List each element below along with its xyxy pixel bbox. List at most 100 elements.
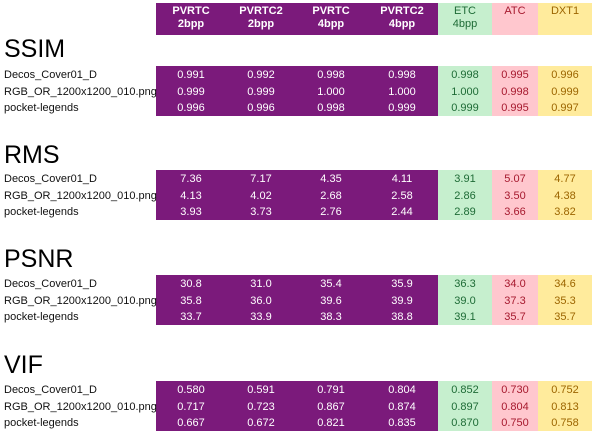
value-band <box>538 275 592 325</box>
column-header-line2: 4bpp <box>452 18 478 30</box>
value-band <box>438 66 492 116</box>
value-cell: 35.7 <box>554 311 576 323</box>
value-cell: 0.998 <box>388 69 416 81</box>
column-header: DXT1 <box>538 3 592 35</box>
row-label: Decos_Cover01_D <box>4 173 97 185</box>
value-band <box>538 170 592 220</box>
value-cell: 0.804 <box>388 384 416 396</box>
value-cell: 0.997 <box>551 102 579 114</box>
value-cell: 34.6 <box>554 278 576 290</box>
value-cell: 0.852 <box>451 384 479 396</box>
value-cell: 0.821 <box>317 417 345 429</box>
column-header: PVRTC 4bpp <box>296 3 366 35</box>
value-cell: 2.68 <box>320 189 342 202</box>
value-cell: 34.0 <box>504 278 526 290</box>
value-cell: 0.995 <box>501 102 529 114</box>
value-cell: 0.999 <box>388 102 416 114</box>
column-header-line1: PVRTC <box>312 5 350 17</box>
value-cell: 1.000 <box>317 85 345 98</box>
row-label: RGB_OR_1200x1200_010.png <box>4 400 157 413</box>
value-cell: 1.000 <box>388 85 416 98</box>
value-cell: 35.3 <box>554 294 576 307</box>
column-header-line1: ETC <box>454 5 476 17</box>
value-band <box>492 170 538 220</box>
value-cell: 3.93 <box>180 206 202 218</box>
column-header-line1: DXT1 <box>550 5 580 17</box>
value-band <box>492 381 538 431</box>
value-cell: 0.804 <box>501 400 529 413</box>
value-cell: 30.8 <box>180 278 202 290</box>
value-cell: 2.44 <box>391 206 413 218</box>
value-cell: 3.50 <box>504 189 526 202</box>
value-band <box>156 275 438 325</box>
row-label: pocket-legends <box>4 206 79 218</box>
value-cell: 0.991 <box>177 69 205 81</box>
value-cell: 0.835 <box>388 417 416 429</box>
value-cell: 0.874 <box>388 400 416 413</box>
value-cell: 0.998 <box>317 69 345 81</box>
row-label: RGB_OR_1200x1200_010.png <box>4 85 157 98</box>
value-cell: 39.9 <box>391 294 413 307</box>
value-cell: 0.791 <box>317 384 345 396</box>
value-cell: 36.0 <box>250 294 272 307</box>
row-label: RGB_OR_1200x1200_010.png <box>4 189 157 202</box>
value-cell: 37.3 <box>504 294 526 307</box>
value-cell: 0.672 <box>247 417 275 429</box>
value-cell: 39.0 <box>454 294 476 307</box>
value-cell: 35.8 <box>180 294 202 307</box>
value-cell: 3.91 <box>454 173 476 185</box>
column-header-line2: 4bpp <box>317 18 345 30</box>
value-band <box>438 275 492 325</box>
column-header-line2: 4bpp <box>388 18 416 30</box>
section-title: RMS <box>4 141 60 169</box>
row-label: pocket-legends <box>4 102 79 114</box>
value-cell: 2.58 <box>391 189 413 202</box>
row-label: Decos_Cover01_D <box>4 384 97 396</box>
value-cell: 0.591 <box>247 384 275 396</box>
value-band <box>438 381 492 431</box>
column-header: PVRTC2 2bpp <box>226 3 296 35</box>
value-cell: 0.996 <box>247 102 275 114</box>
column-header-line1: PVRTC <box>172 5 210 17</box>
value-cell: 0.992 <box>247 69 275 81</box>
value-cell: 0.758 <box>551 417 579 429</box>
value-cell: 0.730 <box>501 384 529 396</box>
value-band <box>538 66 592 116</box>
section-title: PSNR <box>4 245 74 273</box>
value-cell: 38.3 <box>320 311 342 323</box>
value-cell: 4.02 <box>250 189 272 202</box>
value-cell: 0.870 <box>451 417 479 429</box>
value-cell: 0.996 <box>551 69 579 81</box>
value-cell: 0.999 <box>177 85 205 98</box>
value-cell: 3.82 <box>554 206 576 218</box>
value-cell: 3.73 <box>250 206 272 218</box>
value-cell: 2.89 <box>454 206 476 218</box>
value-cell: 4.77 <box>554 173 576 185</box>
column-header: PVRTC 2bpp <box>156 3 226 35</box>
value-cell: 0.752 <box>551 384 579 396</box>
value-band <box>156 66 438 116</box>
section-title: SSIM <box>4 35 66 63</box>
value-cell: 0.999 <box>551 85 579 98</box>
value-cell: 0.813 <box>551 400 579 413</box>
value-cell: 39.1 <box>454 311 476 323</box>
value-cell: 0.996 <box>177 102 205 114</box>
row-label: RGB_OR_1200x1200_010.png <box>4 294 157 307</box>
column-header-line1: PVRTC2 <box>239 5 283 17</box>
row-label: Decos_Cover01_D <box>4 69 97 81</box>
value-band <box>156 381 438 431</box>
column-header-line2: 2bpp <box>247 18 275 30</box>
value-band <box>492 66 538 116</box>
value-cell: 0.580 <box>177 384 205 396</box>
value-cell: 0.667 <box>177 417 205 429</box>
value-cell: 35.4 <box>320 278 342 290</box>
row-label: Decos_Cover01_D <box>4 278 97 290</box>
value-cell: 35.7 <box>504 311 526 323</box>
column-header: ETC 4bpp <box>438 3 492 35</box>
column-header-line1: PVRTC2 <box>380 5 424 17</box>
value-cell: 0.998 <box>451 69 479 81</box>
value-cell: 33.9 <box>250 311 272 323</box>
value-band <box>156 170 438 220</box>
value-cell: 5.07 <box>504 173 526 185</box>
value-cell: 33.7 <box>180 311 202 323</box>
